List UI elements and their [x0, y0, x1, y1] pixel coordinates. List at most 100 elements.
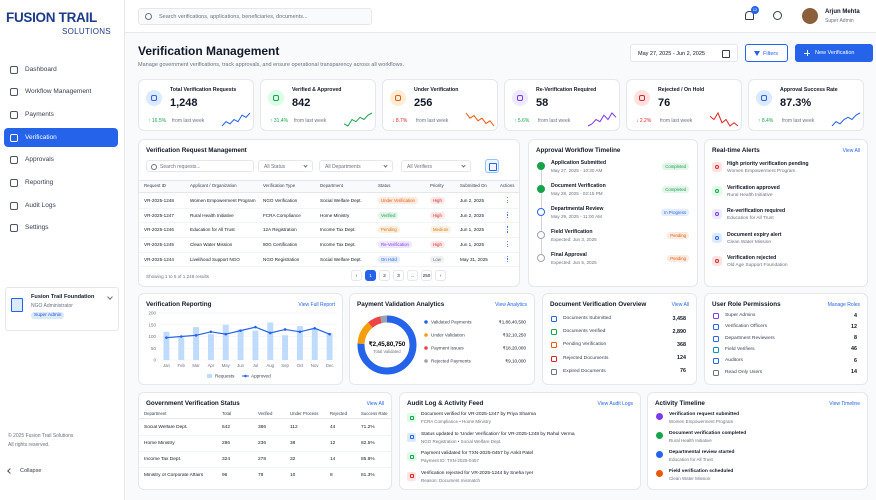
activity-title: Verification request submitted — [669, 412, 740, 417]
collapse-button[interactable]: Collapse — [6, 465, 66, 477]
table-header — [139, 180, 519, 193]
step-title: Application Submitted — [551, 160, 607, 166]
y-tick-label: 200 — [148, 311, 156, 316]
table-cell: VR-2025-1246 — [144, 227, 174, 233]
notification-button[interactable] — [745, 11, 754, 20]
nav-label: Settings — [25, 224, 49, 232]
nav-item[interactable]: Payments — [4, 105, 118, 124]
kpi-change: ↑ 16.5% — [148, 118, 167, 124]
avatar[interactable] — [802, 8, 818, 24]
donut-center-value: ₹2,45,80,750 — [369, 341, 406, 348]
kpi-card: Re-Verification Required 58 ↑ 5.6% from las… — [504, 79, 620, 131]
panel-link[interactable]: View All — [842, 148, 860, 154]
nav-item[interactable]: Workflow Management — [4, 82, 118, 101]
nav-item[interactable]: Audit Logs — [4, 196, 118, 215]
y-tick-label: 0 — [153, 358, 156, 363]
item-value: 14 — [851, 369, 857, 375]
panel-link[interactable]: View All — [366, 401, 384, 407]
kpi-change-note: from last week — [416, 118, 449, 124]
panel-link[interactable]: View Analytics — [495, 302, 527, 308]
page-button[interactable]: ‹ — [351, 270, 362, 281]
nav-item[interactable]: Approvals — [4, 150, 118, 169]
row-actions[interactable] — [506, 226, 510, 233]
item-icon — [551, 368, 557, 375]
org-card: Fusion Trail Foundation NGO Administrator… — [5, 287, 119, 331]
legend-value: ₹18,20,000 — [503, 346, 527, 351]
help-button[interactable] — [773, 11, 782, 20]
kpi-title: Approval Success Rate — [780, 87, 838, 93]
panel-link[interactable]: View All — [671, 302, 689, 308]
table-cell: 82.5% — [361, 441, 375, 446]
table-cell: Home Ministry — [144, 441, 175, 446]
step-dot — [537, 208, 545, 216]
kpi-change: ↓ 8.7% — [392, 118, 408, 124]
org-name: Fusion Trail Foundation — [31, 294, 95, 300]
table-cell: VR-2025-1245 — [144, 242, 174, 248]
filter-label: All Verifiers — [407, 164, 433, 170]
donut-segment — [357, 322, 373, 345]
line-point — [179, 335, 183, 338]
nav-item[interactable]: Reporting — [4, 173, 118, 192]
search-box[interactable]: Search verifications, applications, bene… — [138, 8, 372, 25]
nav-item[interactable]: Dashboard — [4, 60, 118, 79]
activity-title: Document verification completed — [669, 431, 747, 436]
document-overview: Document Verification Overview View All Do… — [542, 293, 697, 385]
row-actions[interactable] — [506, 241, 510, 248]
page-button[interactable]: › — [435, 270, 446, 281]
panel-link[interactable]: View Timeline — [829, 401, 860, 407]
panel-link[interactable]: View Audit Logs — [597, 401, 634, 407]
line-point — [313, 326, 317, 330]
search-placeholder: Search requests... — [160, 164, 201, 170]
row-divider — [139, 451, 391, 452]
user-role: Super Admin — [825, 18, 854, 24]
x-tick-label: Oct — [297, 363, 304, 368]
filters-button[interactable]: Filters — [745, 44, 788, 62]
filter-select[interactable]: All Verifiers — [401, 160, 471, 172]
page-button[interactable]: 2 — [379, 270, 390, 281]
bar — [237, 329, 244, 360]
panel-title: Government Verification Status — [146, 400, 240, 407]
row-actions[interactable] — [506, 197, 510, 204]
panel-link[interactable]: Manage Roles — [827, 302, 860, 308]
legend-swatch — [207, 374, 212, 378]
action-dot — [507, 246, 509, 248]
request-management: Verification Request Management Search re… — [138, 139, 520, 287]
row-actions[interactable] — [506, 211, 510, 219]
kpi-change-note: from last week — [660, 118, 693, 124]
page-button[interactable]: ... — [407, 270, 418, 281]
status-badge: Verified — [378, 211, 399, 219]
step-dot — [537, 231, 545, 239]
filter-select[interactable]: All Status — [258, 160, 313, 172]
item-icon — [713, 313, 719, 319]
activity-dot — [656, 470, 663, 477]
panel-link[interactable]: View Full Report — [298, 302, 335, 308]
kpi-icon — [268, 90, 284, 106]
donut-center-label: Total Validated — [373, 349, 401, 354]
nav-icon — [10, 201, 18, 210]
table-cell: Income Tax Dept. — [320, 227, 356, 233]
request-search[interactable]: Search requests... — [146, 160, 254, 172]
line — [166, 326, 330, 339]
column-header: Under Process — [290, 411, 319, 416]
kpi-value: 256 — [414, 97, 433, 109]
date-range[interactable]: May 27, 2025 - Jun 2, 2025 — [630, 44, 738, 62]
new-verification-button[interactable]: New Verification — [795, 44, 873, 62]
row-actions[interactable] — [506, 255, 510, 263]
kpi-icon — [634, 90, 650, 106]
kpi-change-note: from last week — [172, 118, 205, 124]
filter-select[interactable]: All Departments — [319, 160, 393, 172]
nav-item[interactable]: Verification — [4, 127, 118, 147]
table-cell: FCRA Compliance — [263, 212, 301, 218]
page-button[interactable]: 1 — [365, 270, 376, 281]
search-icon — [145, 13, 152, 20]
filter-label: All Status — [264, 164, 286, 170]
columns-button[interactable] — [485, 159, 499, 173]
legend-value: ₹1,86,40,500 — [499, 320, 527, 325]
nav-item[interactable]: Settings — [4, 218, 118, 237]
page-button[interactable]: 3 — [393, 270, 404, 281]
column-header: Rejected — [330, 411, 347, 416]
audit-title: Payment validated for TXN-2025-0457 by A… — [421, 451, 534, 456]
page-button[interactable]: 250 — [421, 270, 432, 281]
